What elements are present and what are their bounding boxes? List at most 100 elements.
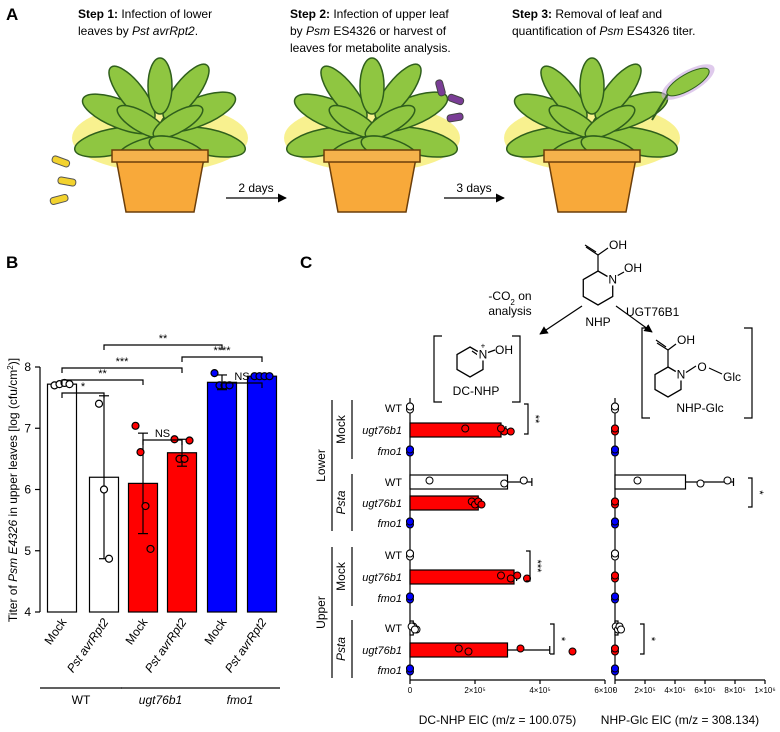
x-tick-label: 2×10⁵: [464, 686, 485, 695]
atom-label: OH: [495, 343, 513, 357]
data-point: [170, 435, 179, 444]
bond: [487, 349, 496, 354]
y-axis-title-part: 2: [6, 365, 15, 370]
reaction-note-part: -CO: [488, 289, 510, 303]
arrow-label: 2 days: [238, 181, 273, 195]
bond: [685, 365, 697, 374]
bar: [409, 422, 502, 438]
data-point: [225, 381, 234, 390]
data-point: [516, 644, 525, 653]
bar: [614, 474, 687, 490]
atom-label: Glc: [723, 370, 741, 384]
structure-name: DC-NHP: [453, 384, 500, 398]
data-point: [425, 476, 434, 485]
step-text-part: leaves by: [78, 24, 132, 38]
y-tick-label: 4: [24, 605, 31, 619]
data-point: [454, 644, 463, 653]
significance-bracket: [61, 367, 183, 373]
plant-illustration: [503, 57, 681, 213]
step-text: Step 2: Infection of upper leaf: [290, 7, 449, 21]
significance-bracket: [103, 344, 223, 350]
data-point: [611, 497, 619, 506]
data-point: [617, 625, 625, 634]
y-axis-title-part: )]: [6, 358, 20, 365]
step-text: by Psm ES4326 or harvest of: [290, 24, 447, 38]
data-point: [611, 424, 619, 433]
significance-bracket: [61, 379, 144, 385]
atom-label: +: [481, 342, 486, 351]
enzyme-label: UGT76B1: [626, 305, 680, 319]
data-point: [185, 436, 194, 445]
data-point: [406, 549, 414, 558]
data-point: [506, 427, 515, 436]
significance-bracket: [61, 392, 105, 398]
significance-bracket: [142, 439, 183, 445]
reaction-note-part: 2: [510, 298, 515, 307]
group-label: Upper: [314, 596, 328, 629]
data-point: [611, 445, 619, 454]
bond: [655, 339, 667, 348]
data-point: [611, 517, 619, 526]
group-label: fmo1: [227, 693, 254, 707]
plant-illustration: [283, 57, 461, 213]
data-point: [406, 592, 414, 601]
significance-label: ***: [531, 560, 543, 574]
data-point: [568, 647, 577, 656]
x-tick-label: 4×10⁵: [664, 686, 685, 695]
y-tick-label: 8: [24, 360, 31, 374]
x-tick-label: Mock: [42, 615, 70, 647]
detached-leaf: [651, 64, 715, 121]
x-tick-label: Mock: [123, 615, 151, 647]
step-text: Step 3: Removal of leaf and: [512, 7, 662, 21]
step-text-part: Step 3:: [512, 7, 552, 21]
bond: [585, 246, 599, 256]
atom-label: OH: [609, 238, 627, 252]
significance-label: **: [529, 415, 541, 424]
data-point: [406, 517, 414, 526]
significance-bracket: [221, 382, 263, 388]
data-point: [180, 454, 189, 463]
atom-label: OH: [677, 333, 695, 347]
x-tick-label: 2×10⁵: [634, 686, 655, 695]
data-point: [477, 500, 486, 509]
syringes: [49, 155, 77, 206]
bond: [656, 342, 669, 351]
data-point: [519, 476, 528, 485]
step-text-part: Psm: [306, 24, 330, 38]
step-text-part: Infection of upper leaf: [330, 7, 449, 21]
data-point: [611, 664, 619, 673]
atom-label: O: [697, 360, 706, 374]
significance-label: NS: [234, 371, 249, 383]
bar: [46, 383, 78, 613]
arrow-label: 3 days: [456, 181, 491, 195]
x-tick-label: 0: [408, 686, 413, 695]
y-axis-title-part: Psm E4326: [6, 519, 20, 581]
significance-bracket: [524, 403, 529, 435]
step-text-part: Pst avrRpt2: [132, 24, 195, 38]
y-axis-title: Titer of Psm E4326 in upper leaves [log …: [6, 358, 21, 622]
data-point: [146, 544, 155, 554]
step-text-part: Step 1:: [78, 7, 118, 21]
atom-label: N: [677, 368, 686, 382]
data-point: [497, 424, 505, 433]
data-point: [461, 424, 470, 433]
row-label: fmo1: [378, 593, 402, 605]
step-text-part: Removal of leaf and: [552, 7, 662, 21]
step-text-part: Psm: [599, 24, 623, 38]
step-text: leaves for metabolite analysis.: [290, 41, 451, 55]
bracket: [433, 335, 442, 403]
data-point: [406, 445, 414, 454]
row-label: ugt76b1: [362, 572, 402, 584]
row-label: WT: [385, 477, 402, 489]
data-point: [500, 479, 509, 488]
data-point: [99, 485, 109, 494]
x-tick-label: 1×10⁶: [754, 686, 775, 695]
data-point: [406, 664, 414, 673]
atom-label: N: [608, 273, 617, 287]
significance-label: ****: [213, 345, 231, 357]
row-label: fmo1: [378, 518, 402, 530]
atom-bg: [674, 368, 687, 381]
x-tick-label: 6×10⁵: [694, 686, 715, 695]
significance-bracket: [181, 356, 263, 362]
